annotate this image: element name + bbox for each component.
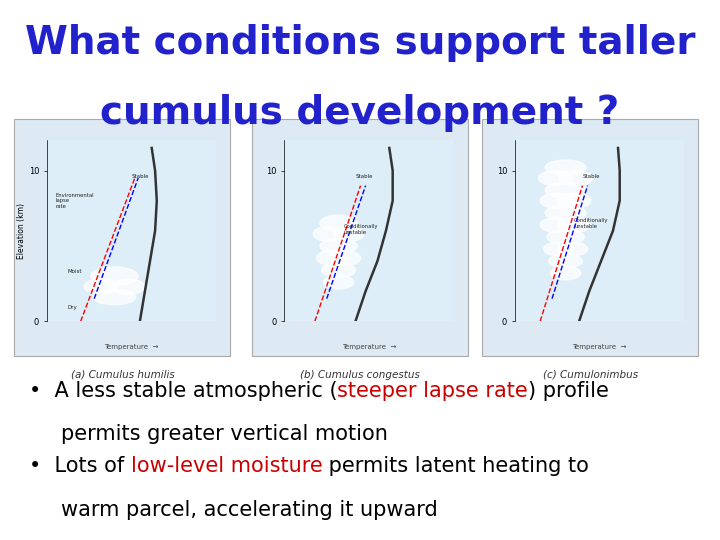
Text: Stable: Stable bbox=[132, 174, 149, 179]
Ellipse shape bbox=[545, 160, 586, 175]
Text: low-level moisture: low-level moisture bbox=[130, 456, 323, 476]
Text: •  A less stable atmospheric (: • A less stable atmospheric ( bbox=[29, 381, 338, 401]
Text: (c) Cumulonimbus: (c) Cumulonimbus bbox=[543, 370, 638, 380]
Text: cumulus development ?: cumulus development ? bbox=[100, 94, 620, 132]
Ellipse shape bbox=[557, 217, 591, 232]
Text: Environmental
lapse
rate: Environmental lapse rate bbox=[55, 193, 94, 209]
Text: What conditions support taller: What conditions support taller bbox=[24, 24, 696, 62]
Ellipse shape bbox=[323, 275, 354, 289]
Ellipse shape bbox=[545, 183, 586, 198]
Text: Temperature  →: Temperature → bbox=[572, 344, 626, 350]
Ellipse shape bbox=[550, 266, 581, 280]
Ellipse shape bbox=[320, 215, 357, 232]
Text: (b) Cumulus congestus: (b) Cumulus congestus bbox=[300, 370, 420, 380]
Ellipse shape bbox=[540, 217, 574, 232]
Ellipse shape bbox=[320, 238, 357, 253]
Ellipse shape bbox=[559, 171, 593, 186]
Text: •  Lots of: • Lots of bbox=[29, 456, 130, 476]
FancyBboxPatch shape bbox=[252, 119, 468, 356]
Ellipse shape bbox=[544, 242, 574, 256]
Text: warm parcel, accelerating it upward: warm parcel, accelerating it upward bbox=[61, 500, 438, 519]
FancyBboxPatch shape bbox=[482, 119, 698, 356]
Ellipse shape bbox=[91, 267, 138, 285]
Text: ) profile: ) profile bbox=[528, 381, 609, 401]
Text: Temperature  →: Temperature → bbox=[342, 344, 396, 350]
Ellipse shape bbox=[84, 279, 118, 294]
Ellipse shape bbox=[313, 226, 343, 241]
Ellipse shape bbox=[317, 251, 347, 266]
Text: Conditionally
unstable: Conditionally unstable bbox=[343, 224, 378, 235]
Text: Dry: Dry bbox=[67, 305, 77, 310]
Ellipse shape bbox=[547, 230, 584, 245]
Text: permits greater vertical motion: permits greater vertical motion bbox=[61, 424, 388, 444]
Ellipse shape bbox=[330, 251, 361, 266]
Ellipse shape bbox=[540, 193, 574, 208]
Text: steeper lapse rate: steeper lapse rate bbox=[338, 381, 528, 401]
Y-axis label: Elevation (km): Elevation (km) bbox=[17, 203, 26, 259]
Text: Conditionally
unstable: Conditionally unstable bbox=[574, 218, 608, 229]
Ellipse shape bbox=[94, 289, 135, 305]
Text: (a) Cumulus humilis: (a) Cumulus humilis bbox=[71, 370, 174, 380]
Ellipse shape bbox=[111, 279, 145, 294]
Ellipse shape bbox=[333, 226, 364, 241]
Ellipse shape bbox=[545, 205, 586, 220]
Text: Stable: Stable bbox=[582, 174, 600, 179]
Ellipse shape bbox=[322, 262, 356, 278]
Text: Temperature  →: Temperature → bbox=[104, 344, 158, 350]
Ellipse shape bbox=[539, 171, 572, 186]
Text: Stable: Stable bbox=[356, 174, 373, 179]
Ellipse shape bbox=[557, 193, 591, 208]
Text: Moist: Moist bbox=[67, 269, 81, 274]
Ellipse shape bbox=[557, 242, 588, 256]
Text: permits latent heating to: permits latent heating to bbox=[323, 456, 589, 476]
Ellipse shape bbox=[549, 254, 582, 268]
FancyBboxPatch shape bbox=[14, 119, 230, 356]
